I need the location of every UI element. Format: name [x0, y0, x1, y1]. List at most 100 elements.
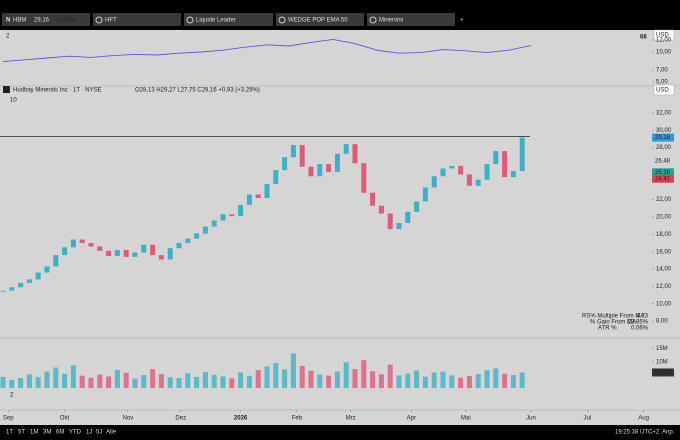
x-tick-label: Okt — [60, 416, 70, 422]
currency: USD — [656, 88, 669, 94]
range-button[interactable]: YTD — [69, 430, 82, 436]
symbol-logo — [3, 86, 10, 93]
candle — [246, 194, 252, 205]
volume-bar — [264, 366, 270, 388]
candle — [458, 165, 464, 175]
bottom-toolbar: 1T 5T 1M 3M 6M YTD 1J 5J Alle 19:25:38 U… — [0, 425, 680, 440]
new-tab[interactable]: + — [460, 18, 464, 24]
candle — [9, 287, 15, 291]
volume-bar — [88, 377, 94, 388]
y-tick-label: 12,00 — [656, 284, 672, 290]
candle — [440, 168, 446, 177]
volume-bar — [238, 372, 244, 388]
volume-bar — [396, 375, 402, 388]
tab[interactable] — [93, 13, 181, 26]
candle — [88, 243, 94, 247]
x-tick-label: Mrz — [346, 416, 356, 422]
candle — [396, 223, 402, 230]
range-button[interactable]: 1M — [30, 430, 38, 436]
ohlc: O28,13 H29,27 L27,75 C29,16 +0,93 (+3,29… — [135, 88, 260, 94]
x-tick-label: Jul — [583, 416, 591, 422]
tab[interactable] — [367, 13, 455, 26]
range-button[interactable]: 5J — [96, 430, 102, 436]
candle — [26, 279, 32, 283]
y-tick-label: 7,00 — [656, 68, 668, 74]
candle — [414, 201, 420, 212]
volume-bar — [317, 374, 323, 388]
candle — [422, 187, 428, 202]
volume-bar — [246, 375, 252, 388]
tab[interactable] — [184, 13, 273, 26]
y-tick-label: 20,00 — [656, 215, 672, 221]
price-tag — [652, 168, 674, 177]
volume-bar — [519, 372, 525, 388]
toolbar-bg — [0, 425, 680, 440]
candle — [334, 153, 340, 172]
candle — [220, 214, 226, 221]
volume-bar — [484, 370, 490, 388]
volume-bar — [141, 375, 147, 388]
volume-bar — [440, 371, 446, 388]
candle — [264, 184, 270, 198]
stat-value: 0.06% — [631, 326, 649, 332]
tab-price: 29,16 — [34, 18, 50, 24]
range-button[interactable]: Alle — [106, 430, 117, 436]
range-button[interactable]: 6M — [56, 430, 64, 436]
tab[interactable] — [2, 13, 90, 26]
volume-bar — [229, 378, 235, 388]
tab-label: HFT — [105, 18, 117, 24]
tab-label: Liquide Leader — [196, 18, 236, 24]
tab-label: Minervini — [379, 18, 403, 24]
candle — [53, 255, 59, 267]
volume-bar — [326, 375, 332, 388]
pane-count: 2 — [10, 393, 14, 399]
price-tag — [652, 156, 674, 165]
volume-bar — [53, 367, 59, 388]
currency-button[interactable] — [653, 29, 675, 41]
volume-bar — [466, 375, 472, 388]
candle — [326, 164, 332, 172]
volume-bar — [62, 373, 68, 388]
candle — [79, 239, 85, 244]
chart-area — [0, 30, 680, 425]
tab-bar: N HBM 29,16 +3,29% HFT Liquide Leader WE… — [2, 13, 464, 26]
tab-icon — [95, 16, 103, 24]
volume-bar — [475, 374, 481, 388]
volume-bar — [106, 376, 112, 388]
range-button[interactable]: 1J — [86, 430, 92, 436]
volume-bar — [370, 371, 376, 388]
tab-icon — [186, 16, 194, 24]
volume-bar — [334, 371, 340, 388]
y-tick-label: 14,00 — [656, 267, 672, 273]
stat-label: % Gain From MA — [590, 320, 636, 326]
volume-bar — [493, 368, 499, 388]
currency: USD — [656, 33, 669, 39]
range-button[interactable]: 3M — [43, 430, 51, 436]
candle — [405, 211, 411, 224]
tab[interactable] — [276, 13, 364, 26]
volume-bar — [387, 364, 393, 388]
range-button[interactable]: 5T — [18, 430, 25, 436]
range-button[interactable]: 1T — [6, 430, 13, 436]
currency-button[interactable] — [653, 84, 675, 96]
volume-bar — [361, 360, 367, 388]
price-tag-label: 29,16 — [655, 135, 671, 141]
price-tag — [652, 174, 674, 183]
candle — [106, 250, 112, 257]
adjust-button[interactable]: Anp. — [662, 430, 675, 436]
candle — [132, 252, 138, 257]
candle — [282, 157, 288, 171]
y-tick-label: 10,00 — [656, 50, 672, 56]
pane-count: 2 — [6, 34, 10, 40]
candle — [194, 233, 200, 239]
volume-bar — [220, 376, 226, 388]
candle — [18, 282, 24, 288]
y-tick-label: 18,00 — [656, 232, 672, 238]
tab-change: +3,29% — [56, 18, 77, 24]
x-tick-label: Apr — [407, 416, 416, 422]
volume-bar — [502, 373, 508, 388]
x-tick-label: 2026 — [234, 416, 248, 422]
volume-bar — [0, 376, 6, 388]
y-tick-label: 12,00 — [656, 38, 672, 44]
y-tick-label: 10M — [656, 359, 668, 365]
